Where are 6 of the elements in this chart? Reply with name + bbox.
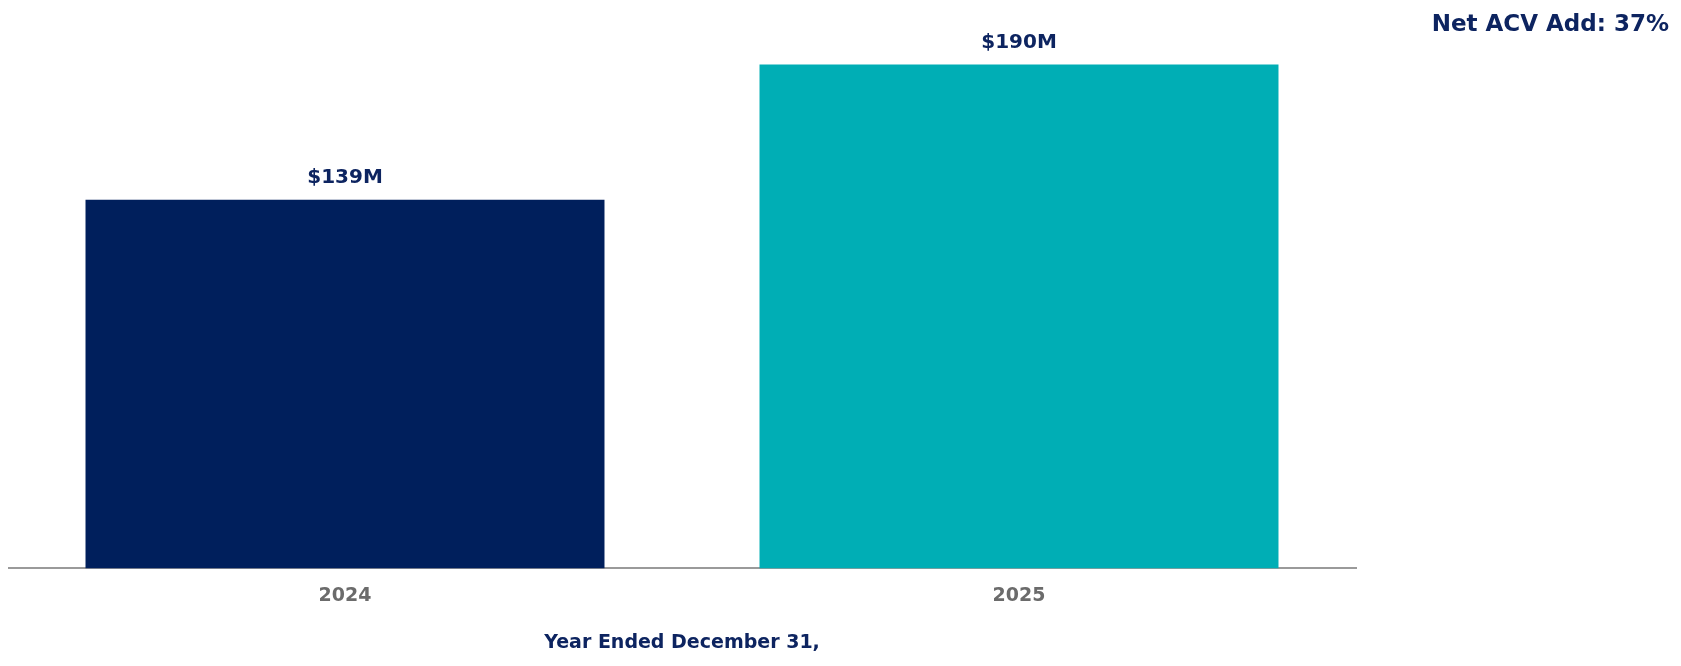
text: Net ACV Add: 37%: [1431, 10, 1669, 37]
x-tick-label: 2025: [992, 582, 1046, 605]
x-tick-label: 2024: [318, 582, 372, 605]
x-axis-title: Year Ended December 31,: [543, 629, 820, 652]
data-label: $190M: [981, 28, 1057, 53]
data-label: $139M: [307, 163, 383, 188]
